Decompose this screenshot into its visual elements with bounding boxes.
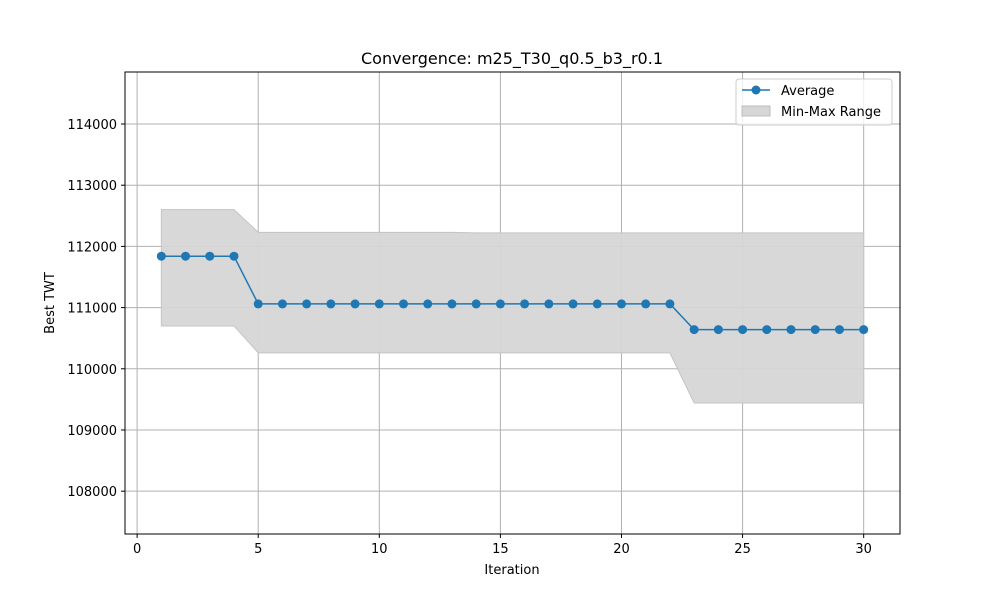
x-tick-label: 15	[492, 542, 509, 557]
legend-box	[735, 78, 893, 126]
y-tick-label: 108000	[67, 485, 117, 500]
average-point	[738, 325, 748, 335]
legend-average-marker-swatch	[751, 85, 761, 95]
chart-title: Convergence: m25_T30_q0.5_b3_r0.1	[361, 49, 663, 69]
average-point	[423, 299, 433, 309]
legend-label-average: Average	[781, 84, 834, 99]
average-point	[689, 325, 699, 335]
average-point	[181, 251, 191, 261]
average-point	[641, 299, 651, 309]
average-point	[229, 251, 239, 261]
average-point	[544, 299, 554, 309]
x-tick-label: 0	[133, 542, 141, 557]
y-tick-label: 110000	[67, 363, 117, 378]
average-point	[156, 251, 166, 261]
average-point	[616, 299, 626, 309]
x-tick-label: 30	[855, 542, 872, 557]
average-point	[810, 325, 820, 335]
average-point	[277, 299, 287, 309]
min-max-range-band	[160, 209, 865, 404]
average-point	[786, 325, 796, 335]
y-axis-label: Best TWT	[43, 272, 58, 334]
average-point	[568, 299, 578, 309]
average-point	[302, 299, 312, 309]
y-tick-label: 114000	[67, 118, 117, 133]
x-tick-label: 10	[371, 542, 388, 557]
x-axis-ticks: 0 5 10 15 20 25 30	[133, 534, 872, 557]
x-tick-label: 20	[613, 542, 630, 557]
x-tick-label: 5	[254, 542, 262, 557]
y-tick-label: 111000	[67, 302, 117, 317]
y-tick-label: 113000	[67, 179, 117, 194]
average-point	[495, 299, 505, 309]
average-point	[834, 325, 844, 335]
average-markers-layer	[156, 251, 869, 335]
average-point	[762, 325, 772, 335]
average-point	[374, 299, 384, 309]
x-tick-label: 25	[734, 542, 751, 557]
average-point	[326, 299, 336, 309]
average-point	[205, 251, 215, 261]
average-point	[859, 325, 869, 335]
average-point	[399, 299, 409, 309]
legend: Average Min-Max Range	[735, 78, 893, 126]
average-point	[471, 299, 481, 309]
legend-label-min-max-range: Min-Max Range	[781, 105, 881, 120]
average-point	[592, 299, 602, 309]
average-point	[713, 325, 723, 335]
average-point	[253, 299, 263, 309]
average-point	[520, 299, 530, 309]
y-tick-label: 109000	[67, 424, 117, 439]
x-axis-label: Iteration	[484, 563, 539, 578]
legend-band-swatch	[741, 105, 771, 117]
y-tick-label: 112000	[67, 240, 117, 255]
min-max-band-layer	[160, 209, 865, 404]
average-point	[350, 299, 360, 309]
plot-frame	[124, 71, 901, 535]
average-point	[447, 299, 457, 309]
average-point	[665, 299, 675, 309]
y-axis-ticks: 108000 109000 110000 111000 112000 113000 1140…	[67, 118, 125, 500]
